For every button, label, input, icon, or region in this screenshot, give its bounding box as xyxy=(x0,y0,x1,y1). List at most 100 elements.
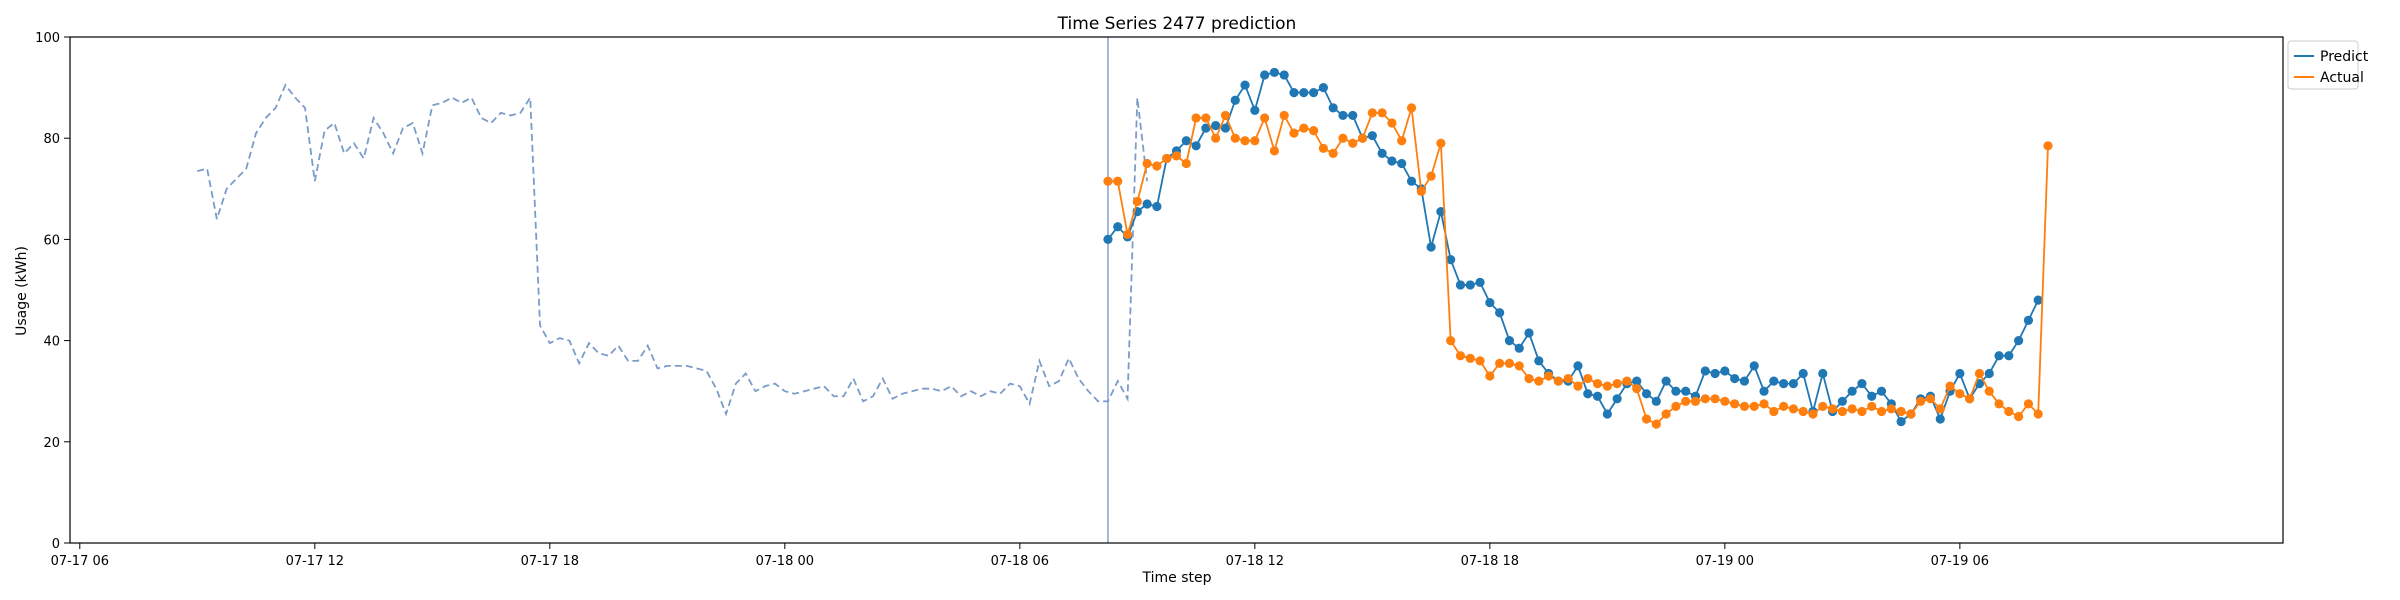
actual-point xyxy=(1788,404,1798,414)
actual-point xyxy=(1965,394,1975,404)
actual-point xyxy=(1308,126,1319,136)
actual-point xyxy=(1534,376,1544,386)
predict-point xyxy=(1984,368,1994,379)
predict-point xyxy=(1113,222,1123,232)
x-tick-label: 07-18 06 xyxy=(991,554,1049,569)
actual-point xyxy=(1661,409,1671,419)
predict-point xyxy=(1348,110,1358,121)
actual-point xyxy=(1211,133,1221,143)
actual-point xyxy=(1357,133,1368,143)
predict-point xyxy=(1876,386,1887,396)
actual-point xyxy=(1622,376,1632,386)
actual-point xyxy=(1847,404,1857,414)
predict-point xyxy=(1671,386,1681,396)
actual-point xyxy=(1769,406,1779,417)
x-tick-label: 07-17 12 xyxy=(286,554,344,569)
actual-point xyxy=(1798,406,1808,417)
predict-point xyxy=(1504,336,1515,346)
actual-point xyxy=(1230,133,1240,143)
predict-point xyxy=(1485,298,1495,308)
actual-point xyxy=(1122,229,1133,239)
x-tick-label: 07-19 06 xyxy=(1931,554,1989,569)
predict-point xyxy=(1612,394,1622,404)
actual-point xyxy=(1945,381,1955,391)
actual-point xyxy=(1142,158,1152,169)
actual-point xyxy=(1779,401,1789,411)
actual-point xyxy=(1573,381,1583,391)
actual-point xyxy=(1720,396,1730,406)
predict-point xyxy=(1720,366,1730,376)
actual-point xyxy=(2033,409,2043,419)
actual-point xyxy=(1612,379,1622,389)
predict-point xyxy=(1730,373,1740,384)
x-tick-label: 07-18 12 xyxy=(1226,554,1284,569)
actual-point xyxy=(1935,404,1945,414)
predict-point xyxy=(1788,379,1798,389)
actual-point xyxy=(1906,409,1916,419)
predict-point xyxy=(1201,123,1211,133)
predict-point xyxy=(1524,328,1534,338)
predict-point xyxy=(1749,361,1759,371)
predict-point xyxy=(1700,366,1710,376)
actual-point xyxy=(1857,406,1867,417)
predict-point xyxy=(1397,158,1407,169)
predict-point xyxy=(1211,120,1221,131)
predict-point xyxy=(1328,103,1338,113)
actual-point xyxy=(1113,176,1123,186)
actual-point xyxy=(1641,414,1652,424)
actual-point xyxy=(1524,373,1534,384)
chart-title: Time Series 2477 prediction xyxy=(1057,14,1297,34)
actual-point xyxy=(1181,158,1191,169)
actual-point xyxy=(2043,141,2053,151)
predict-point xyxy=(1583,389,1593,399)
predict-point xyxy=(1230,95,1240,105)
actual-point xyxy=(1974,368,1985,379)
actual-point xyxy=(1553,376,1563,386)
actual-point xyxy=(1260,113,1270,123)
actual-point xyxy=(1602,381,1612,391)
predict-point xyxy=(1857,379,1867,389)
plot-area xyxy=(197,37,2053,543)
x-tick-label: 07-17 18 xyxy=(521,554,579,569)
predict-point xyxy=(1269,67,1280,78)
predict-point xyxy=(2023,315,2034,325)
predict-point xyxy=(1406,176,1417,186)
actual-point xyxy=(1455,351,1466,361)
actual-point xyxy=(1220,110,1231,121)
x-tick-label: 07-17 06 xyxy=(51,554,109,569)
y-tick-label: 40 xyxy=(43,335,60,350)
predict-point xyxy=(1602,409,1612,419)
history-line xyxy=(197,83,1149,417)
actual-point xyxy=(1837,406,1847,417)
actual-point xyxy=(2023,399,2034,409)
predict-point xyxy=(1818,368,1828,379)
actual-point xyxy=(1406,103,1417,113)
actual-point xyxy=(1876,406,1887,417)
actual-point xyxy=(1338,133,1348,143)
actual-point xyxy=(1495,358,1505,368)
predict-line xyxy=(1107,71,2040,423)
actual-point xyxy=(1485,371,1495,381)
predict-point xyxy=(1475,277,1485,288)
predict-point xyxy=(1867,391,1877,401)
predict-point xyxy=(1465,280,1475,290)
predict-point xyxy=(1847,386,1857,396)
actual-point xyxy=(1955,389,1965,399)
actual-point xyxy=(1446,336,1456,346)
predict-point xyxy=(1739,376,1750,386)
actual-point xyxy=(1103,176,1113,186)
x-tick-label: 07-19 00 xyxy=(1696,554,1754,569)
predict-point xyxy=(1455,280,1466,290)
predict-point xyxy=(1632,376,1642,386)
actual-point xyxy=(1289,128,1299,138)
legend-label: Predict xyxy=(2320,49,2369,65)
actual-point xyxy=(1377,108,1387,118)
actual-point xyxy=(1994,399,2004,409)
predict-point xyxy=(1573,361,1583,371)
actual-point xyxy=(2014,411,2024,422)
y-axis-label: Usage (kWh) xyxy=(14,246,30,336)
actual-point xyxy=(1690,396,1701,406)
actual-point xyxy=(1152,161,1162,171)
actual-point xyxy=(1739,401,1750,411)
